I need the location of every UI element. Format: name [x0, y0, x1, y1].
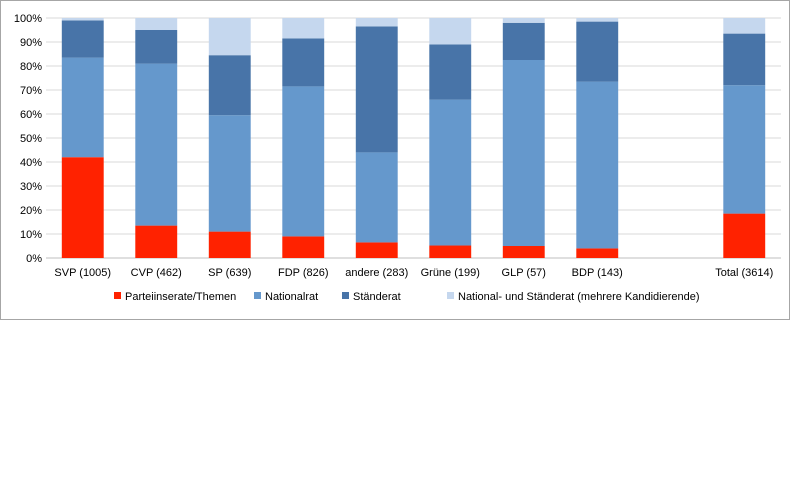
bar-segment — [355, 26, 398, 153]
bar-segment — [502, 246, 545, 258]
bar-segment — [502, 60, 545, 246]
legend-swatch — [342, 292, 349, 299]
stacked-bar-chart: 0% 10% 20% 30% 40% 50% 60% 70% 80% 90% 100% SVP (10… — [14, 13, 781, 303]
x-tick-label: GLP (57) — [502, 267, 546, 279]
bar-segment — [355, 242, 398, 258]
bar-segment — [61, 18, 104, 21]
bar-segment — [429, 18, 472, 45]
bar-segment — [282, 38, 325, 87]
bar-segment — [61, 20, 104, 58]
legend-label: Nationalrat — [265, 291, 318, 303]
bar-segment — [502, 22, 545, 60]
bar-segment — [61, 57, 104, 158]
y-tick-label: 0% — [26, 253, 42, 265]
bar-segment — [355, 18, 398, 27]
x-tick-label: Total (3614) — [715, 267, 773, 279]
x-tick-label: CVP (462) — [131, 267, 182, 279]
legend-label: National- und Ständerat (mehrere Kandidi… — [458, 291, 700, 303]
x-tick-label: BDP (143) — [572, 267, 623, 279]
bar-segment — [282, 236, 325, 258]
legend-label: Ständerat — [353, 291, 401, 303]
x-tick-label: SP (639) — [208, 267, 251, 279]
bar-segment — [61, 157, 104, 258]
x-tick-label: SVP (1005) — [54, 267, 111, 279]
bar-segment — [135, 18, 178, 30]
legend-swatch — [114, 292, 121, 299]
bar-segment — [282, 18, 325, 39]
y-tick-label: 60% — [20, 109, 42, 121]
legend-label: Parteiinserate/Themen — [125, 291, 236, 303]
bar-segment — [135, 63, 178, 226]
y-tick-label: 30% — [20, 181, 42, 193]
legend-swatch — [447, 292, 454, 299]
bar-segment — [355, 152, 398, 243]
bar-segment — [208, 55, 251, 116]
bar-segment — [576, 21, 619, 82]
y-tick-label: 50% — [20, 133, 42, 145]
bar-segment — [429, 99, 472, 246]
bar-segment — [282, 86, 325, 237]
y-tick-label: 100% — [14, 13, 42, 25]
bar-segment — [723, 85, 766, 214]
bar-segment — [208, 231, 251, 258]
y-tick-label: 40% — [20, 157, 42, 169]
y-tick-label: 90% — [20, 37, 42, 49]
y-tick-label: 70% — [20, 85, 42, 97]
bar-segment — [135, 225, 178, 258]
bar-segment — [723, 18, 766, 34]
bar-segment — [429, 44, 472, 100]
y-tick-label: 10% — [20, 229, 42, 241]
x-tick-label: FDP (826) — [278, 267, 329, 279]
bar-segment — [576, 81, 619, 249]
y-tick-label: 80% — [20, 61, 42, 73]
bar-segment — [576, 18, 619, 22]
bar-segment — [135, 30, 178, 64]
bar-segment — [429, 245, 472, 258]
bar-segment — [723, 33, 766, 86]
bar-segment — [576, 248, 619, 258]
x-tick-label: Grüne (199) — [421, 267, 480, 279]
x-tick-label: andere (283) — [345, 267, 408, 279]
bar-segment — [208, 115, 251, 232]
y-tick-label: 20% — [20, 205, 42, 217]
legend-swatch — [254, 292, 261, 299]
bar-segment — [208, 18, 251, 56]
bar-segment — [502, 18, 545, 23]
bar-segment — [723, 213, 766, 258]
chart-frame: 0% 10% 20% 30% 40% 50% 60% 70% 80% 90% 100% SVP (10… — [0, 0, 790, 320]
